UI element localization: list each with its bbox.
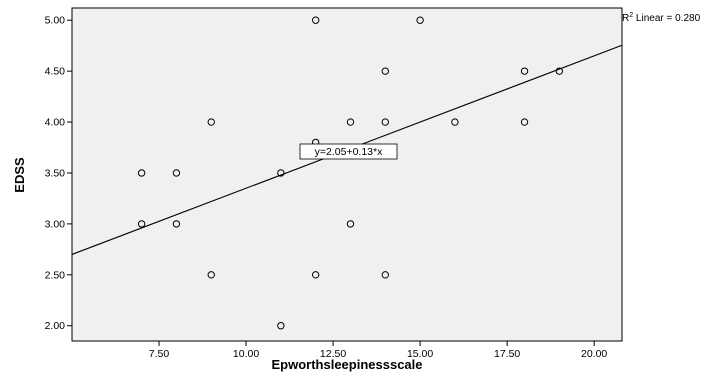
y-tick-label: 4.50 xyxy=(45,66,66,78)
y-tick-label: 3.50 xyxy=(45,167,66,179)
data-point xyxy=(381,271,389,279)
x-tick-label: 17.50 xyxy=(494,348,520,360)
data-point xyxy=(346,220,355,228)
data-point xyxy=(520,67,529,75)
data-point xyxy=(277,322,285,330)
x-tick-label: 7.50 xyxy=(149,348,170,360)
r-squared-label: R2 Linear = 0.280 xyxy=(622,12,701,24)
data-point xyxy=(381,67,389,75)
data-point xyxy=(416,16,424,24)
r-squared-prefix: R xyxy=(622,13,629,24)
data-point xyxy=(381,118,389,126)
x-tick-label: 15.00 xyxy=(407,348,433,360)
equation-label: y=2.05+0.13*x xyxy=(315,146,383,158)
data-point xyxy=(172,220,181,228)
data-point xyxy=(555,67,564,75)
data-point xyxy=(207,118,215,126)
data-point xyxy=(346,118,355,126)
y-tick-label: 3.00 xyxy=(45,218,66,230)
data-point xyxy=(520,118,529,126)
y-tick-label: 2.00 xyxy=(45,320,66,332)
data-point xyxy=(451,118,459,126)
equation-box: y=2.05+0.13*x xyxy=(299,143,398,160)
r-squared-text: Linear = 0.280 xyxy=(633,13,700,24)
x-tick-label: 12.50 xyxy=(320,348,346,360)
r-squared-sup: 2 xyxy=(629,12,633,19)
x-axis-title: Epworthsleepinessscale xyxy=(271,357,422,372)
data-point xyxy=(137,220,146,228)
plot-area xyxy=(71,7,623,342)
y-axis-title: EDSS xyxy=(12,157,27,193)
data-point xyxy=(311,271,320,279)
x-tick-label: 20.00 xyxy=(581,348,607,360)
y-tick-label: 2.50 xyxy=(45,269,66,281)
data-point xyxy=(277,169,285,177)
y-tick-label: 5.00 xyxy=(45,15,66,27)
data-point xyxy=(172,169,181,177)
y-tick-label: 4.00 xyxy=(45,117,66,129)
data-point xyxy=(137,169,146,177)
equation-box-frame xyxy=(299,143,398,160)
data-point xyxy=(311,16,320,24)
x-tick-label: 10.00 xyxy=(233,348,259,360)
data-point xyxy=(207,271,215,279)
